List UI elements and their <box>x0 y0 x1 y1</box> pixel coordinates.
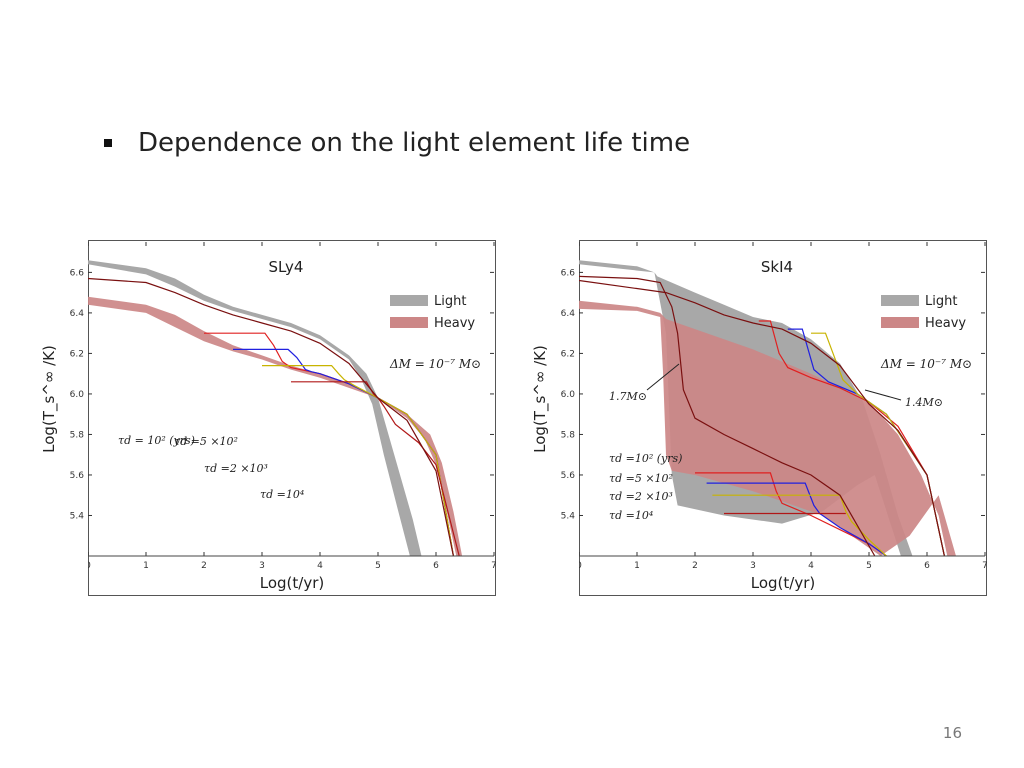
series-line-2 <box>712 494 887 556</box>
chart-sly4: SLy4 0 1 2 3 4 5 6 7 Light Heavy ΔM = 10⁻⁷ M⊙ τd = 1… <box>85 240 497 596</box>
series-label-2: τd =2 ×10³ <box>204 462 268 475</box>
series-label-3: τd =10⁴ <box>260 488 304 501</box>
legend-label-light: Light <box>434 294 466 309</box>
chart-title: SLy4 <box>269 258 304 276</box>
x-tick-label: 6 <box>433 561 439 571</box>
y-tick-label: 6.4 <box>561 309 576 319</box>
delta-m-annotation: ΔM = 10⁻⁷ M⊙ <box>389 357 481 371</box>
y-tick-label: 5.6 <box>70 471 85 481</box>
series-label-2: τd =2 ×10³ <box>609 490 673 503</box>
legend-swatch-light <box>390 295 428 306</box>
x-tick-label: 4 <box>317 561 323 571</box>
chart-panel-ski4: SkI4 0 1 2 3 4 5 6 7 Light Heavy ΔM = 10⁻⁷ M⊙ τd =10… <box>576 240 988 596</box>
series-label-0: τd =10² (yrs) <box>609 452 682 465</box>
x-tick-label: 6 <box>924 561 930 571</box>
chart-title: SkI4 <box>761 258 793 276</box>
y-tick-label: 6.6 <box>70 268 85 278</box>
page-number: 16 <box>942 724 962 742</box>
x-tick-label: 7 <box>982 561 987 571</box>
mass-arrow-1-4 <box>864 389 902 401</box>
chart-ski4: SkI4 0 1 2 3 4 5 6 7 Light Heavy ΔM = 10⁻⁷ M⊙ τd =10… <box>576 240 988 596</box>
plot-area <box>579 260 956 556</box>
delta-m-annotation: ΔM = 10⁻⁷ M⊙ <box>880 357 972 371</box>
legend-label-light: Light <box>925 294 957 309</box>
legend-label-heavy: Heavy <box>925 316 966 331</box>
y-tick-label: 6.0 <box>561 390 576 400</box>
x-tick-label: 5 <box>375 561 381 571</box>
chart-panel-sly4: SLy4 0 1 2 3 4 5 6 7 Light Heavy ΔM = 10⁻⁷ M⊙ τd = 1… <box>85 240 497 596</box>
y-axis-label: Log(T_s^∞ /K) <box>531 345 550 453</box>
y-tick-label: 6.2 <box>561 349 575 359</box>
series-line-7 <box>579 275 876 556</box>
legend-swatch-heavy <box>390 317 428 328</box>
bullet-icon <box>104 139 112 147</box>
x-tick-label: 1 <box>143 561 149 571</box>
y-tick-label: 5.4 <box>561 511 576 521</box>
plot-area <box>88 260 463 556</box>
y-tick-label: 6.4 <box>70 309 85 319</box>
x-tick-label: 7 <box>491 561 496 571</box>
x-tick-label: 5 <box>866 561 872 571</box>
legend-label-heavy: Heavy <box>434 316 475 331</box>
series-label-0: τd = 10² (yrs) <box>118 434 195 447</box>
x-tick-label: 2 <box>201 561 207 571</box>
series-label-3: τd =10⁴ <box>609 509 653 522</box>
y-tick-label: 5.8 <box>561 430 576 440</box>
x-tick-label: 4 <box>808 561 814 571</box>
legend: Light Heavy <box>881 294 966 331</box>
x-tick-label: 0 <box>579 561 582 571</box>
x-tick-label: 3 <box>750 561 756 571</box>
x-tick-label: 3 <box>259 561 265 571</box>
legend-swatch-light <box>881 295 919 306</box>
series-line-2 <box>262 364 454 556</box>
series-line-4 <box>88 277 454 556</box>
band-heavy <box>579 300 956 556</box>
series-label-1: τd =5 ×10² <box>174 435 238 448</box>
legend: Light Heavy <box>390 294 475 331</box>
y-tick-label: 5.6 <box>561 471 576 481</box>
series-line-8 <box>579 279 945 556</box>
slide-heading: Dependence on the light element life tim… <box>138 128 691 158</box>
series-label-1: τd =5 ×10² <box>609 472 673 485</box>
mass-label-1-4: 1.4M⊙ <box>905 396 943 409</box>
series-line-3 <box>291 381 460 556</box>
x-tick-label: 1 <box>634 561 640 571</box>
mass-label-1-7: 1.7M⊙ <box>609 390 647 403</box>
y-tick-label: 5.4 <box>70 511 85 521</box>
x-tick-label: 0 <box>88 561 91 571</box>
y-tick-label: 6.6 <box>561 268 576 278</box>
y-tick-label: 6.2 <box>70 349 84 359</box>
series-line-4 <box>758 320 945 556</box>
mass-arrow-1-7 <box>646 363 680 391</box>
x-tick-label: 2 <box>692 561 698 571</box>
bullet-row: Dependence on the light element life tim… <box>104 128 690 158</box>
y-tick-label: 5.8 <box>70 430 85 440</box>
y-axis-label: Log(T_s^∞ /K) <box>40 345 59 453</box>
y-tick-label: 6.0 <box>70 390 85 400</box>
legend-swatch-heavy <box>881 317 919 328</box>
